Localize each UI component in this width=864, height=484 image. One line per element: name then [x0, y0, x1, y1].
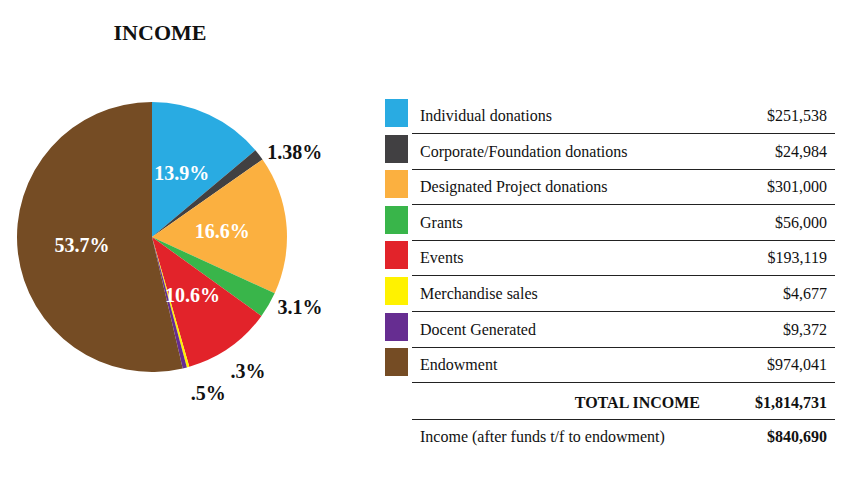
- svg-text:13.9%: 13.9%: [154, 162, 209, 184]
- html-text:$4,677: $4,677: [783, 285, 827, 302]
- html-text:Events: Events: [420, 249, 464, 267]
- svg-text:1.38%: 1.38%: [267, 141, 322, 163]
- html-text:$840,690: $840,690: [767, 427, 827, 445]
- html-text:$193,119: $193,119: [767, 249, 827, 267]
- svg-text:.3%: .3%: [231, 360, 266, 382]
- html-text:Corporate/Foundation donations: Corporate/Foundation donations: [420, 142, 628, 160]
- svg-text:.5%: .5%: [191, 382, 226, 404]
- svg-text:10.6%: 10.6%: [165, 284, 220, 306]
- html-text:$56,000: $56,000: [775, 213, 827, 231]
- html-text:$251,538: $251,538: [767, 107, 827, 124]
- html-text:Individual donations: Individual donations: [420, 107, 552, 124]
- html-text:TOTAL INCOME: TOTAL INCOME: [574, 393, 700, 411]
- html-text:$24,984: $24,984: [775, 142, 827, 160]
- html-text:$974,041: $974,041: [767, 356, 827, 374]
- html-text:Merchandise sales: Merchandise sales: [420, 285, 538, 302]
- html-text:Income (after funds t/f to end: Income (after funds t/f to endowment): [420, 427, 665, 445]
- html-text:Designated Project donations: Designated Project donations: [420, 178, 608, 196]
- svg-text:53.7%: 53.7%: [54, 234, 109, 256]
- html-text:Docent Generated: Docent Generated: [420, 320, 536, 338]
- svg-text:INCOME: INCOME: [114, 20, 207, 45]
- html-text:$301,000: $301,000: [767, 178, 827, 196]
- html-text:Endowment: Endowment: [420, 356, 498, 374]
- svg-text:3.1%: 3.1%: [277, 296, 322, 318]
- svg-text:16.6%: 16.6%: [195, 220, 250, 242]
- html-text:$9,372: $9,372: [783, 320, 827, 338]
- html-text:Grants: Grants: [420, 213, 463, 231]
- html-text:$1,814,731: $1,814,731: [755, 393, 827, 411]
